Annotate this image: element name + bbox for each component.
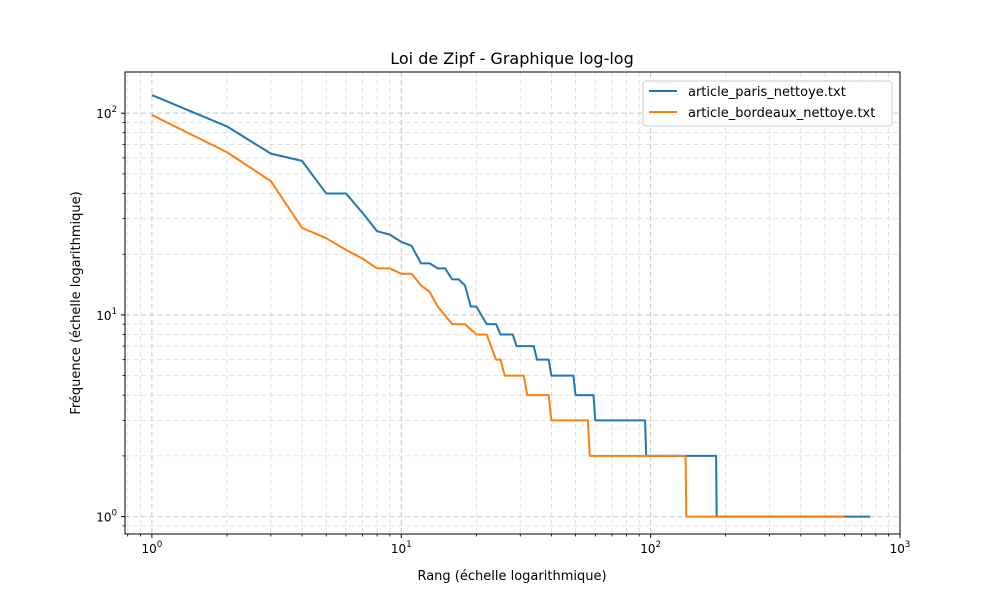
- x-tick-label: 103: [890, 540, 911, 556]
- x-tick-base: 10: [640, 542, 655, 556]
- x-tick-label: 101: [391, 540, 412, 556]
- y-tick-base: 10: [96, 511, 111, 525]
- y-tick-label: 101: [96, 307, 117, 323]
- y-tick-exponent: 2: [112, 105, 117, 115]
- x-tick-exponent: 2: [656, 540, 661, 550]
- x-tick-label: 100: [142, 540, 163, 556]
- chart-title: Loi de Zipf - Graphique log-log: [390, 49, 633, 68]
- grid-minor: [125, 72, 900, 534]
- series-layer: [151, 94, 871, 518]
- grid-major: [125, 72, 901, 534]
- x-tick-exponent: 1: [406, 540, 411, 550]
- x-tick-base: 10: [391, 542, 406, 556]
- series-line-0: [151, 94, 871, 518]
- x-tick-label: 102: [640, 540, 661, 556]
- x-tick-exponent: 0: [157, 540, 162, 550]
- x-tick-base: 10: [890, 542, 905, 556]
- x-tick-exponent: 3: [905, 540, 910, 550]
- legend-label-paris: article_paris_nettoye.txt: [688, 85, 846, 100]
- x-axis-label: Rang (échelle logarithmique): [417, 569, 606, 584]
- legend: article_paris_nettoye.txt article_bordea…: [642, 80, 893, 127]
- y-axis-label: Fréquence (échelle logarithmique): [69, 191, 84, 414]
- y-tick-exponent: 0: [112, 509, 117, 519]
- y-tick-base: 10: [96, 107, 111, 121]
- series-line-1: [151, 114, 845, 518]
- y-tick-exponent: 1: [112, 307, 117, 317]
- y-tick-label: 100: [96, 509, 117, 525]
- x-tick-base: 10: [142, 542, 157, 556]
- legend-box: [642, 80, 893, 127]
- legend-label-bordeaux: article_bordeaux_nettoye.txt: [688, 106, 875, 121]
- plot-frame: [124, 71, 901, 535]
- y-tick-label: 102: [96, 105, 117, 121]
- y-tick-base: 10: [96, 309, 111, 323]
